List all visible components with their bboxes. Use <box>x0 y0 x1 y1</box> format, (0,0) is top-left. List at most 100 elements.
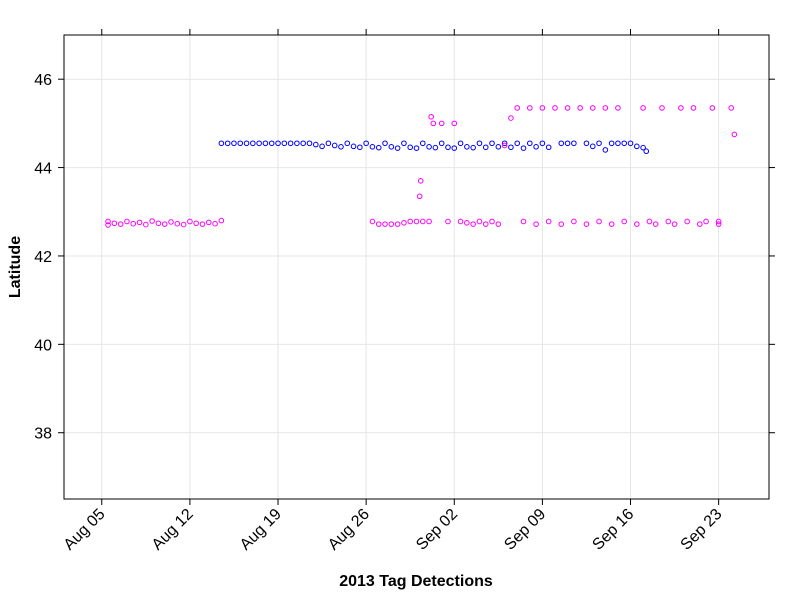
data-point <box>407 218 414 225</box>
data-point <box>627 140 634 147</box>
data-point <box>501 142 508 149</box>
data-point <box>539 140 546 147</box>
data-point <box>470 144 476 151</box>
data-point <box>678 105 684 111</box>
data-point <box>608 221 615 227</box>
data-point <box>552 105 558 111</box>
data-point <box>445 218 451 225</box>
data-point <box>482 221 489 227</box>
data-point <box>419 140 426 147</box>
data-point <box>218 140 225 147</box>
data-point <box>382 221 388 227</box>
data-point <box>476 140 483 147</box>
data-point <box>615 105 621 111</box>
data-point <box>684 218 690 225</box>
data-point <box>520 145 527 151</box>
data-point <box>709 105 716 111</box>
data-point <box>388 221 395 227</box>
data-point <box>130 220 137 227</box>
data-point <box>659 105 665 111</box>
y-tick-label: 42 <box>34 249 52 266</box>
data-point <box>545 144 552 151</box>
data-point <box>369 218 376 225</box>
y-tick-label: 38 <box>34 426 52 443</box>
data-point <box>508 115 514 121</box>
data-point <box>319 143 325 150</box>
x-axis-title: 2013 Tag Detections <box>339 573 493 590</box>
data-point <box>646 218 653 225</box>
data-point <box>508 144 514 151</box>
data-point <box>419 218 426 225</box>
data-point <box>394 221 401 227</box>
data-point <box>489 218 495 225</box>
plot-frame <box>63 34 770 500</box>
data-point <box>514 140 521 147</box>
data-point <box>401 140 407 147</box>
data-point <box>124 218 130 225</box>
data-points <box>105 105 738 228</box>
data-point <box>589 105 596 111</box>
data-point <box>268 140 275 147</box>
data-point <box>344 140 351 147</box>
data-point <box>136 219 143 226</box>
x-axis: Aug 05 Aug 12 Aug 19 Aug 26 Sep 02 Sep 09 Sep … <box>61 29 726 554</box>
data-point <box>180 221 187 228</box>
data-point <box>589 143 596 150</box>
data-point <box>117 221 124 227</box>
data-point <box>564 105 571 111</box>
data-point <box>256 140 262 147</box>
data-point <box>652 221 659 227</box>
data-point <box>514 105 521 111</box>
data-point <box>187 218 193 225</box>
data-point <box>300 140 306 147</box>
data-point <box>558 221 565 227</box>
data-point <box>199 221 206 227</box>
data-point <box>287 140 294 147</box>
data-point <box>703 218 709 225</box>
data-point <box>457 218 464 225</box>
y-axis: 38 40 42 44 46 <box>34 72 775 443</box>
data-point <box>602 147 609 153</box>
data-point <box>495 144 502 150</box>
data-point <box>193 220 199 227</box>
data-point <box>388 144 395 150</box>
data-point <box>174 220 181 227</box>
data-point <box>643 148 650 155</box>
data-point <box>350 143 357 150</box>
data-point <box>533 144 539 150</box>
data-point <box>489 140 495 147</box>
series-1 <box>105 105 738 228</box>
data-point <box>520 218 527 225</box>
data-point <box>161 221 168 227</box>
x-tick-label: Sep 16 <box>589 506 637 554</box>
data-point <box>539 105 546 111</box>
data-point <box>294 140 300 147</box>
data-point <box>426 218 432 225</box>
x-tick-label: Aug 26 <box>325 506 373 554</box>
data-point <box>416 193 423 200</box>
data-point <box>464 144 470 150</box>
data-point <box>715 218 722 225</box>
data-point <box>401 220 407 226</box>
data-point <box>275 140 281 147</box>
data-point <box>231 140 237 147</box>
data-point <box>445 144 451 151</box>
data-point <box>640 144 646 151</box>
data-point <box>464 220 470 226</box>
data-point <box>564 140 571 147</box>
data-point <box>426 144 432 150</box>
data-point <box>168 219 174 225</box>
data-point <box>621 140 628 147</box>
data-point <box>577 105 583 111</box>
data-point <box>602 105 609 111</box>
data-point <box>357 144 363 151</box>
data-point <box>665 218 672 225</box>
y-axis-title: Latitude <box>7 236 24 298</box>
data-point <box>615 140 621 147</box>
data-point <box>237 140 244 147</box>
data-point <box>451 120 458 127</box>
data-point <box>608 140 615 147</box>
data-point <box>501 140 508 147</box>
data-point <box>438 140 445 147</box>
